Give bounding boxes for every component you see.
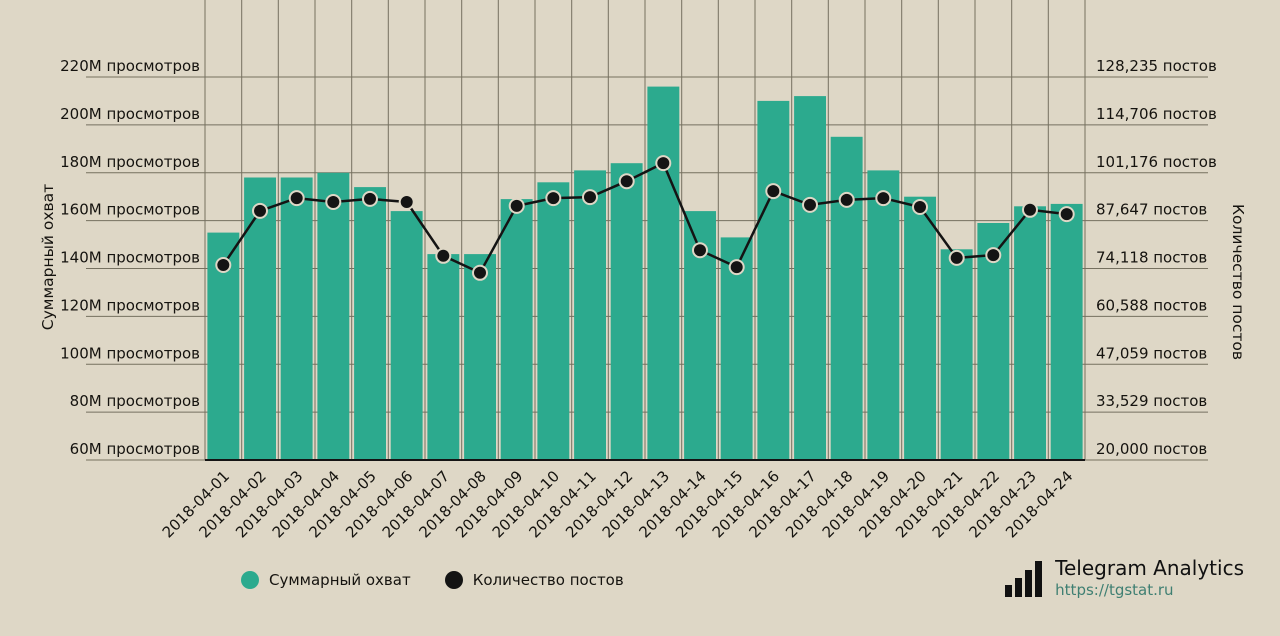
legend-item-reach: Суммарный охват	[241, 571, 411, 589]
reach-bar	[830, 136, 863, 461]
left-axis-tick-label: 140M просмотров	[60, 249, 200, 267]
right-axis-tick-label: 47,059 постов	[1096, 344, 1207, 362]
posts-point	[545, 190, 562, 207]
posts-point	[692, 242, 708, 259]
posts-point	[912, 199, 928, 215]
posts-point	[435, 247, 452, 264]
right-axis-tick-label: 33,529 постов	[1096, 392, 1207, 410]
left-axis-tick-label: 160M просмотров	[60, 201, 200, 219]
reach-bar	[317, 172, 350, 461]
left-axis-tick-label: 80M просмотров	[70, 392, 200, 410]
reach-bar	[427, 254, 460, 460]
reach-bar	[757, 100, 790, 461]
posts-point	[765, 183, 782, 200]
reach-bar	[464, 254, 496, 460]
posts-point	[582, 189, 598, 206]
brand-url-link[interactable]: https://tgstat.ru	[1055, 581, 1174, 599]
posts-point	[472, 264, 488, 281]
posts-point	[215, 257, 232, 273]
reach-bar	[574, 170, 606, 460]
reach-bar	[794, 96, 826, 460]
posts-point	[875, 190, 892, 207]
reach-bar	[537, 182, 570, 461]
left-axis-tick-label: 120M просмотров	[60, 296, 200, 314]
legend-item-posts: Количество постов	[444, 571, 624, 589]
chart-plot-area: 220M просмотров 128,235 постов 200M просмо…	[60, 0, 1217, 541]
posts-point	[1058, 206, 1075, 223]
reach-bar	[1050, 203, 1083, 460]
legend-label-posts: Количество постов	[472, 571, 624, 589]
left-axis-tick-label: 60M просмотров	[70, 440, 200, 458]
posts-point	[252, 202, 268, 219]
left-axis-tick-label: 200M просмотров	[60, 105, 200, 123]
reach-bar	[390, 211, 423, 460]
posts-point	[508, 197, 525, 214]
posts-point	[288, 190, 305, 207]
right-axis-tick-label: 20,000 постов	[1096, 440, 1207, 458]
posts-point	[362, 190, 378, 207]
legend: Суммарный охват Количество постов	[241, 571, 624, 589]
brand-text-block: Telegram Analytics https://tgstat.ru	[1055, 556, 1244, 601]
reach-bar	[867, 170, 900, 460]
reach-bar	[940, 249, 973, 460]
reach-bar	[647, 86, 680, 460]
reach-bar	[244, 177, 276, 460]
posts-point	[398, 194, 415, 210]
reach-bar	[1014, 206, 1046, 460]
brand-name: Telegram Analytics	[1055, 556, 1244, 580]
right-axis-tick-label: 114,706 постов	[1096, 105, 1217, 123]
reach-bar	[610, 163, 643, 460]
right-axis-tick-label: 87,647 постов	[1096, 201, 1207, 219]
right-axis-tick-label: 101,176 постов	[1096, 153, 1217, 171]
left-axis-tick-label: 220M просмотров	[60, 57, 200, 75]
posts-point	[802, 196, 818, 213]
reach-bar	[280, 177, 313, 460]
legend-swatch-reach-icon	[241, 571, 259, 589]
posts-point	[618, 173, 635, 190]
reach-bar	[904, 196, 936, 460]
posts-point	[325, 194, 342, 210]
right-axis-tick-label: 74,118 постов	[1096, 249, 1207, 267]
legend-label-reach: Суммарный охват	[269, 571, 411, 589]
brand-footer: Telegram Analytics https://tgstat.ru	[1003, 556, 1244, 601]
tgstat-logo-icon	[1005, 560, 1043, 597]
legend-swatch-posts-icon	[444, 571, 463, 589]
right-axis-tick-label: 128,235 постов	[1096, 57, 1217, 75]
posts-point	[655, 155, 672, 172]
posts-point	[1022, 201, 1038, 218]
right-axis-tick-label: 60,588 постов	[1096, 296, 1207, 314]
left-axis-title: Суммарный охват	[39, 183, 57, 331]
reach-bar	[500, 199, 533, 460]
reach-bar	[354, 187, 386, 460]
posts-point	[728, 259, 745, 276]
left-axis-tick-label: 100M просмотров	[60, 344, 200, 362]
right-axis-title: Количество постов	[1229, 203, 1247, 361]
posts-point	[948, 249, 965, 266]
posts-point	[985, 247, 1002, 264]
posts-point	[838, 191, 855, 208]
left-axis-tick-label: 180M просмотров	[60, 153, 200, 171]
